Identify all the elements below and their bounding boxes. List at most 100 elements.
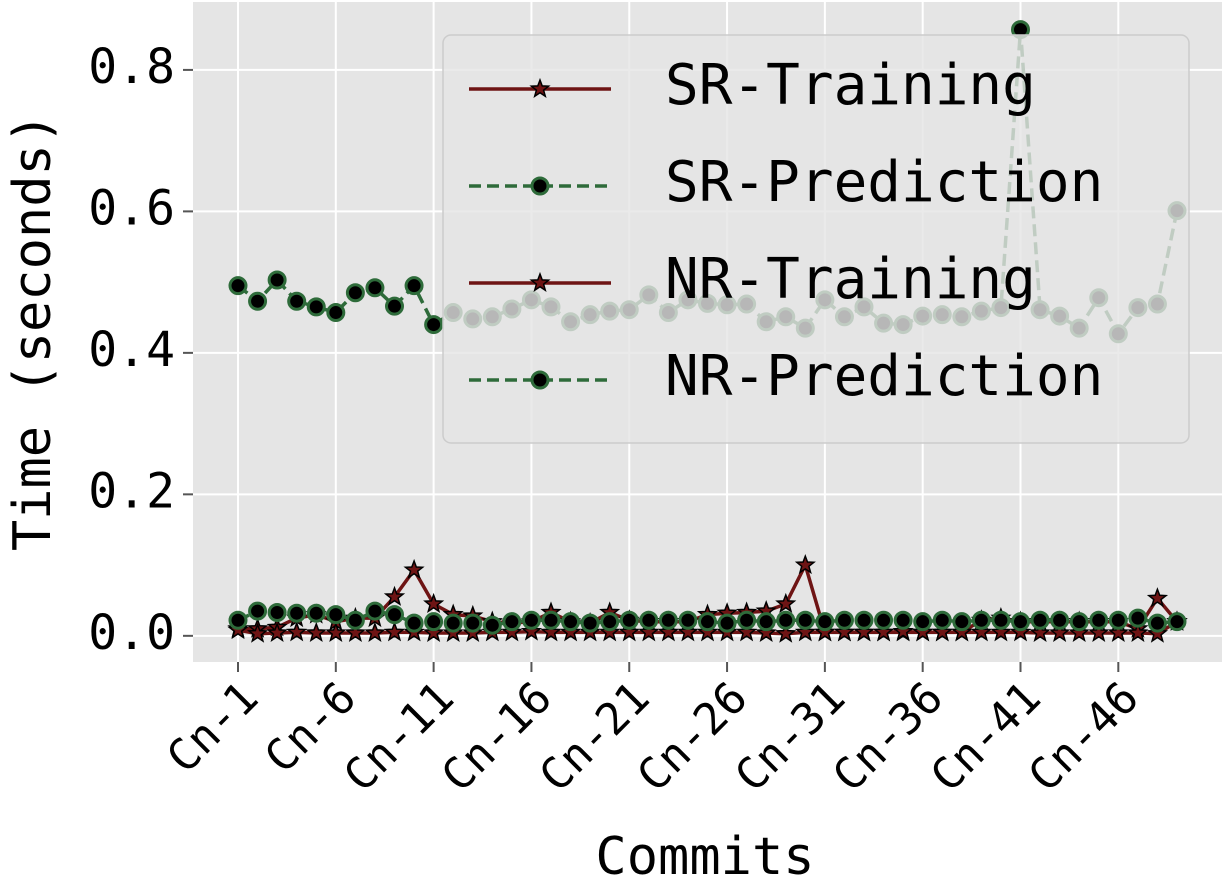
marker (1147, 613, 1167, 633)
marker (541, 610, 561, 630)
marker (364, 621, 386, 643)
marker (521, 610, 541, 630)
marker (834, 610, 854, 630)
marker (326, 605, 346, 625)
legend-label: SR-Prediction (665, 150, 1103, 215)
marker (736, 621, 758, 642)
marker (365, 278, 385, 298)
marker (892, 620, 914, 641)
x-tick-label: Cn-11 (334, 672, 464, 802)
marker (344, 621, 366, 643)
marker (267, 602, 287, 622)
marker (1088, 621, 1110, 643)
marker (463, 613, 483, 633)
marker (246, 622, 269, 643)
marker (1050, 610, 1070, 630)
marker (794, 621, 816, 642)
marker (658, 610, 678, 630)
marker (619, 610, 639, 630)
x-tick-label: Cn-26 (628, 672, 758, 802)
marker (696, 621, 719, 642)
marker (971, 610, 991, 630)
x-tick-label: Cn-1 (157, 672, 268, 783)
marker (991, 610, 1011, 630)
y-tick-label: 0.8 (88, 39, 175, 95)
marker (854, 610, 874, 630)
marker (423, 621, 445, 643)
marker (287, 291, 307, 311)
x-tick-label: Cn-21 (530, 672, 660, 802)
x-tick-label: Cn-46 (1019, 672, 1149, 802)
marker (874, 610, 894, 630)
marker (482, 615, 502, 635)
marker (952, 612, 972, 632)
marker (559, 621, 582, 642)
marker (383, 585, 406, 606)
marker (1069, 612, 1089, 632)
marker (1146, 587, 1169, 608)
legend-box (442, 34, 1190, 444)
marker (1011, 612, 1030, 632)
marker (618, 621, 640, 642)
marker (951, 621, 973, 642)
marker (286, 621, 308, 642)
marker (424, 612, 444, 632)
marker (1068, 621, 1090, 643)
x-tick-label: Cn-16 (432, 672, 562, 802)
marker (717, 613, 737, 633)
marker (775, 622, 797, 643)
marker (267, 270, 287, 290)
marker (385, 296, 404, 316)
marker (872, 621, 895, 642)
marker (1167, 612, 1187, 632)
marker (932, 610, 952, 630)
marker (443, 613, 463, 633)
marker (228, 610, 248, 630)
marker (755, 621, 777, 643)
x-tick-label: Cn-31 (725, 672, 855, 802)
marker (1107, 621, 1129, 643)
marker (404, 613, 424, 633)
marker (520, 620, 543, 641)
marker (678, 610, 698, 630)
marker (913, 612, 933, 632)
marker (599, 621, 621, 642)
marker (794, 553, 816, 575)
marker (815, 612, 835, 632)
marker (325, 621, 347, 643)
marker (1127, 621, 1149, 643)
marker (931, 621, 953, 642)
marker (423, 592, 445, 614)
marker (424, 315, 444, 335)
y-tick-label: 0.0 (88, 605, 175, 661)
marker (1029, 621, 1051, 643)
marker (775, 592, 797, 614)
legend-label: NR-Training (665, 247, 1036, 312)
marker (345, 610, 365, 630)
marker (833, 621, 856, 642)
y-tick-label: 0.6 (88, 180, 175, 236)
marker (698, 612, 717, 632)
marker (561, 612, 581, 632)
y-tick-label: 0.2 (88, 463, 175, 519)
marker (893, 610, 913, 630)
marker (287, 603, 307, 623)
marker (529, 77, 551, 99)
marker (912, 621, 934, 642)
x-tick-label: Cn-41 (921, 672, 1051, 802)
marker (580, 613, 600, 633)
marker (1146, 622, 1169, 643)
marker (737, 610, 757, 630)
marker (1030, 610, 1050, 630)
marker (306, 603, 326, 623)
y-axis-label: Time (seconds) (3, 113, 63, 551)
marker (1049, 621, 1071, 643)
marker (248, 601, 268, 621)
marker (385, 605, 404, 625)
marker (248, 291, 268, 311)
marker (403, 558, 425, 580)
marker (529, 271, 551, 293)
marker (776, 610, 796, 630)
marker (502, 612, 522, 632)
